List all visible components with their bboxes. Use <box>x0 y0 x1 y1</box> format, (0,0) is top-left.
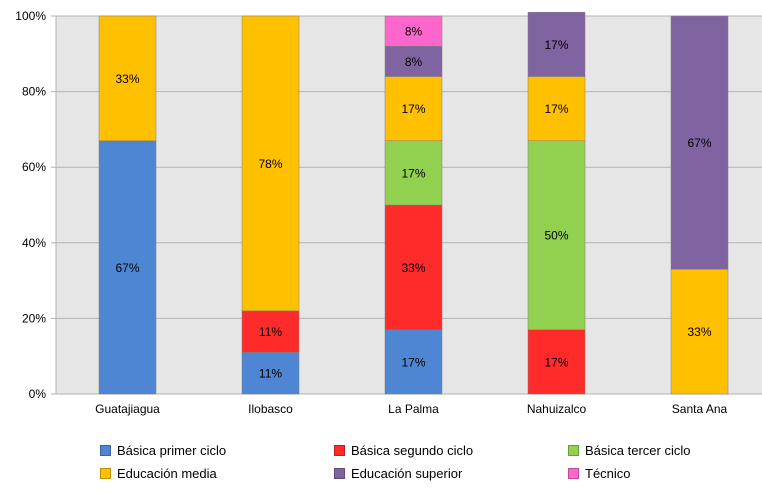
x-tick-label-ilobasco: Ilobasco <box>248 402 293 416</box>
data-label: 17% <box>544 102 568 116</box>
y-tick-label: 60% <box>22 160 46 174</box>
x-tick-label-la-palma: La Palma <box>388 402 439 416</box>
data-label: 17% <box>401 355 425 369</box>
bar-nahuizalco-educacion-media <box>527 76 586 141</box>
data-label: 8% <box>405 55 423 69</box>
bar-santa-ana-educacion-superior <box>670 15 729 270</box>
x-tick-label-nahuizalco: Nahuizalco <box>527 402 587 416</box>
bar-guatajiagua-basica-primer-ciclo <box>98 140 157 395</box>
bar-nahuizalco-educacion-superior <box>527 11 586 77</box>
y-tick-label: 0% <box>29 387 47 401</box>
bar-la-palma-basica-primer-ciclo <box>384 329 443 395</box>
y-tick-label: 20% <box>22 311 46 325</box>
data-label: 78% <box>258 157 282 171</box>
bar-ilobasco-basica-segundo-ciclo <box>241 310 300 353</box>
y-tick-label: 40% <box>22 236 46 250</box>
bar-la-palma-basica-segundo-ciclo <box>384 204 443 330</box>
data-label: 8% <box>405 25 423 39</box>
bar-nahuizalco-basica-tercer-ciclo <box>527 140 586 330</box>
data-label: 11% <box>259 367 282 381</box>
data-label: 17% <box>401 102 425 116</box>
y-tick-label: 100% <box>15 9 46 23</box>
bar-la-palma-tecnico <box>384 15 443 47</box>
bar-ilobasco-basica-primer-ciclo <box>241 352 300 395</box>
bar-nahuizalco-basica-segundo-ciclo <box>527 329 586 395</box>
data-label: 50% <box>544 229 568 243</box>
data-label: 11% <box>259 325 282 339</box>
data-label: 17% <box>544 38 568 52</box>
bar-ilobasco-educacion-media <box>241 15 300 312</box>
x-tick-label-santa-ana: Santa Ana <box>672 402 728 416</box>
data-label: 33% <box>687 325 711 339</box>
data-label: 33% <box>115 72 139 86</box>
bar-la-palma-educacion-superior <box>384 45 443 77</box>
data-label: 17% <box>544 355 568 369</box>
bar-la-palma-basica-tercer-ciclo <box>384 140 443 206</box>
data-label: 33% <box>401 261 425 275</box>
data-label: 17% <box>401 166 425 180</box>
x-tick-label-guatajiagua: Guatajiagua <box>95 402 160 416</box>
data-label: 67% <box>115 261 139 275</box>
bar-santa-ana-educacion-media <box>670 269 729 395</box>
data-label: 67% <box>687 136 711 150</box>
bar-la-palma-educacion-media <box>384 76 443 141</box>
y-tick-label: 80% <box>22 85 46 99</box>
bar-guatajiagua-educacion-media <box>98 15 157 141</box>
